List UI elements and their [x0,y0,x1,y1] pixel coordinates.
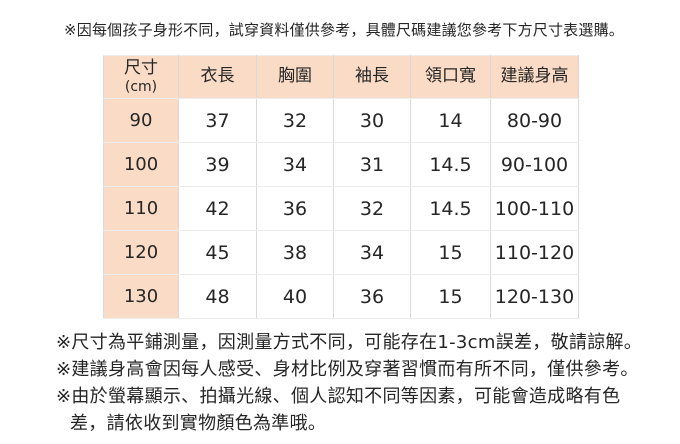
cell-height: 90-100 [490,142,579,187]
table-row-size-90: 90 37 32 30 14 80-90 [103,98,579,143]
cell-neck: 14 [410,98,491,143]
size-chart-table: 尺寸 (cm) 衣長 胸圍 袖長 領口寬 建議身高 90 37 32 30 14… [103,55,579,319]
cell-height: 120-130 [490,274,579,319]
cell-length: 45 [178,230,257,275]
header-size: 尺寸 (cm) [103,55,179,99]
cell-chest: 32 [256,98,334,143]
table-row-size-110: 110 42 36 32 14.5 100-110 [103,186,579,231]
cell-size: 120 [103,230,179,275]
top-note: ※因每個孩子身形不同，試穿資料僅供參考，具體尺碼建議您參考下方尺寸表選購。 [64,21,624,39]
cell-length: 42 [178,186,257,231]
header-sleeve-length: 袖長 [333,55,411,99]
header-recommended-height: 建議身高 [490,55,579,99]
cell-chest: 36 [256,186,334,231]
header-size-label: 尺寸 [124,58,158,79]
cell-neck: 14.5 [410,142,491,187]
cell-size: 110 [103,186,179,231]
cell-length: 39 [178,142,257,187]
size-chart-header-row: 尺寸 (cm) 衣長 胸圍 袖長 領口寬 建議身高 [103,55,579,99]
cell-sleeve: 30 [333,98,411,143]
cell-sleeve: 32 [333,186,411,231]
cell-sleeve: 31 [333,142,411,187]
cell-size: 90 [103,98,179,143]
note-color-difference-line2: 差，請依收到實物顏色為準哦。 [70,413,327,434]
cell-height: 100-110 [490,186,579,231]
cell-height: 110-120 [490,230,579,275]
cell-neck: 15 [410,274,491,319]
table-row-size-100: 100 39 34 31 14.5 90-100 [103,142,579,187]
header-chest: 胸圍 [256,55,334,99]
header-neck-width: 領口寬 [410,55,491,99]
cell-sleeve: 34 [333,230,411,275]
note-color-difference-line1: ※由於螢幕顯示、拍攝光線、個人認知不同等因素，可能會造成略有色 [56,386,621,407]
cell-size: 130 [103,274,179,319]
note-height-reference: ※建議身高會因每人感受、身材比例及穿著習慣而有所不同，僅供參考。 [56,359,639,380]
cell-length: 48 [178,274,257,319]
footer-notes: ※尺寸為平鋪測量，因測量方式不同，可能存在1-3cm誤差，敬請諒解。 ※建議身高… [56,332,642,440]
cell-sleeve: 36 [333,274,411,319]
header-garment-length: 衣長 [178,55,257,99]
cell-chest: 34 [256,142,334,187]
cell-length: 37 [178,98,257,143]
note-measurement-tolerance: ※尺寸為平鋪測量，因測量方式不同，可能存在1-3cm誤差，敬請諒解。 [56,332,643,353]
header-size-unit: (cm) [124,78,158,95]
cell-neck: 14.5 [410,186,491,231]
cell-neck: 15 [410,230,491,275]
cell-chest: 38 [256,230,334,275]
cell-height: 80-90 [490,98,579,143]
cell-chest: 40 [256,274,334,319]
table-row-size-120: 120 45 38 34 15 110-120 [103,230,579,275]
cell-size: 100 [103,142,179,187]
table-row-size-130: 130 48 40 36 15 120-130 [103,274,579,319]
